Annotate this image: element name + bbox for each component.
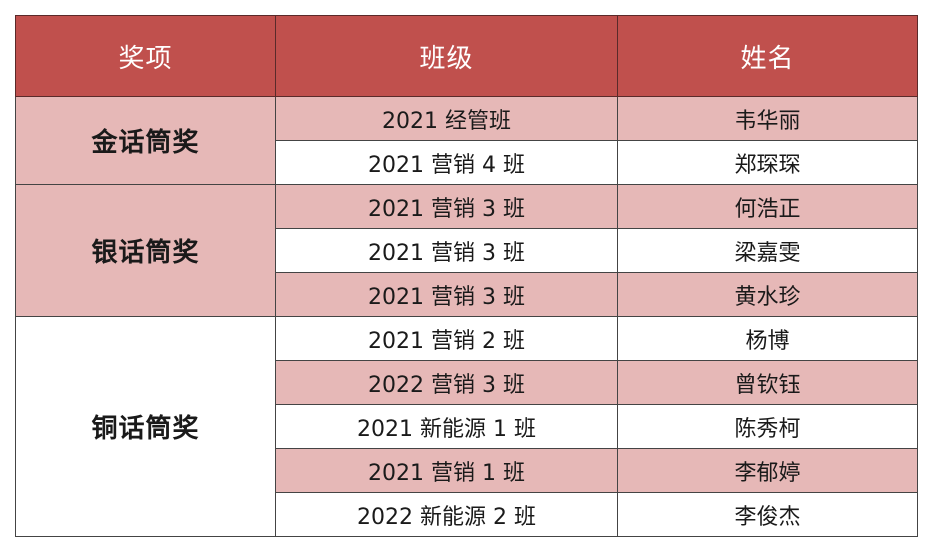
class-cell: 2021 营销 3 班 [275, 184, 618, 229]
class-cell: 2021 营销 1 班 [275, 448, 618, 493]
class-cell: 2021 营销 3 班 [275, 272, 618, 317]
name-cell: 李郁婷 [617, 448, 918, 493]
header-name: 姓名 [617, 15, 918, 97]
header-row: 奖项 班级 姓名 [15, 15, 918, 97]
name-cell: 曾钦钰 [617, 360, 918, 405]
name-cell: 郑琛琛 [617, 140, 918, 185]
award-winners-table: 奖项 班级 姓名 金话筒奖 2021 经管班 韦华丽 2021 营销 4 班 郑… [15, 15, 918, 537]
class-cell: 2021 营销 2 班 [275, 316, 618, 361]
award-category-silver: 银话筒奖 [15, 184, 276, 317]
class-cell: 2021 新能源 1 班 [275, 404, 618, 449]
header-award: 奖项 [15, 15, 276, 97]
header-class: 班级 [275, 15, 618, 97]
table-row: 2021 营销 3 班 黄水珍 [16, 272, 918, 317]
table-row: 2021 营销 1 班 李郁婷 [16, 448, 918, 493]
table-row: 铜话筒奖 2021 营销 2 班 杨博 [15, 316, 918, 537]
table-row: 金话筒奖 2021 经管班 韦华丽 [15, 96, 918, 185]
table-row: 2021 新能源 1 班 陈秀柯 [16, 404, 918, 449]
table-row: 2021 营销 4 班 郑琛琛 [16, 140, 918, 185]
table-row: 2022 营销 3 班 曾钦钰 [16, 360, 918, 405]
table-header: 奖项 班级 姓名 [15, 15, 918, 97]
name-cell: 韦华丽 [617, 96, 918, 141]
name-cell: 何浩正 [617, 184, 918, 229]
name-cell: 杨博 [617, 316, 918, 361]
class-cell: 2021 营销 4 班 [275, 140, 618, 185]
table-body: 金话筒奖 2021 经管班 韦华丽 2021 营销 4 班 郑琛琛 银话筒奖 2… [15, 96, 918, 537]
name-cell: 梁嘉雯 [617, 228, 918, 273]
class-cell: 2021 营销 3 班 [275, 228, 618, 273]
class-cell: 2022 新能源 2 班 [275, 492, 618, 537]
class-cell: 2021 经管班 [275, 96, 618, 141]
name-cell: 陈秀柯 [617, 404, 918, 449]
award-category-gold: 金话筒奖 [15, 96, 276, 185]
name-cell: 李俊杰 [617, 492, 918, 537]
table-row: 银话筒奖 2021 营销 3 班 何浩正 [15, 184, 918, 317]
award-category-bronze: 铜话筒奖 [15, 316, 276, 537]
name-cell: 黄水珍 [617, 272, 918, 317]
table-row: 2022 新能源 2 班 李俊杰 [16, 492, 918, 537]
class-cell: 2022 营销 3 班 [275, 360, 618, 405]
